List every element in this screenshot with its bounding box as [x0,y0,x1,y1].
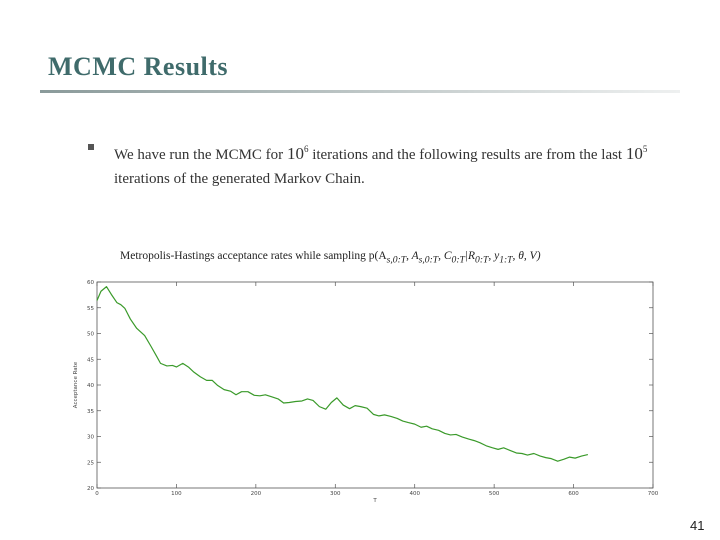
exponent-value: 5 [642,144,648,154]
chart-title-math: |R [464,250,476,262]
y-tick-label: 50 [87,332,94,338]
chart-title-math: s,0:T [386,254,407,266]
chart-title-math: 0:T [451,254,465,266]
bullet-item: We have run the MCMC for 106 iterations … [88,137,662,191]
x-tick-label: 100 [171,491,182,497]
series-line [96,286,589,462]
page-number: 41 [690,518,705,533]
y-tick-label: 30 [87,435,94,441]
x-tick-label: 500 [489,491,500,497]
title-divider [40,90,680,93]
y-tick-label: 20 [87,486,94,492]
bullet-text-part: iterations of the generated Markov Chain… [114,171,365,187]
chart-title: Metropolis-Hastings acceptance rates whi… [120,250,620,265]
chart-title-text: Metropolis-Hastings acceptance rates whi… [120,250,387,262]
chart-title-math: 0:T [475,254,489,266]
x-tick-label: 0 [95,491,99,497]
exponent-base: 10 [286,144,304,163]
bullet-text-part: iterations and the following results are… [308,147,626,163]
bullet-text: We have run the MCMC for 106 iterations … [92,137,662,191]
y-tick-label: 35 [87,409,94,415]
x-tick-label: 700 [648,491,659,497]
exponent-base: 10 [625,144,643,163]
y-tick-label: 55 [87,306,94,312]
chart-title-math: s,0:T [418,254,439,266]
y-tick-label: 45 [87,357,94,363]
acceptance-rate-chart: Metropolis-Hastings acceptance rates whi… [60,245,670,510]
bullet-text-part: We have run the MCMC for [114,147,287,163]
x-axis-label: T [372,498,377,504]
chart-title-math: , y [488,250,500,262]
x-tick-label: 300 [330,491,341,497]
square-bullet-icon [88,144,94,150]
y-axis-label: Acceptance Rate [73,361,79,408]
chart-plot: 0 100 200 300 400 500 600 700 20 25 30 35 40 45 50 55 60… [73,280,659,504]
y-tick-label: 25 [87,460,94,466]
slide-title: MCMC Results [48,52,229,81]
y-tick-label: 60 [87,280,94,286]
x-tick-label: 600 [568,491,579,497]
chart-title-math: , θ, V) [512,250,541,262]
chart-title-math: , A [406,250,419,262]
y-tick-label: 40 [87,383,94,389]
exponent-value: 6 [303,144,309,154]
chart-title-math: , C [438,250,452,262]
chart-title-math: 1:T [499,254,513,266]
x-tick-label: 200 [251,491,262,497]
x-tick-label: 400 [409,491,420,497]
